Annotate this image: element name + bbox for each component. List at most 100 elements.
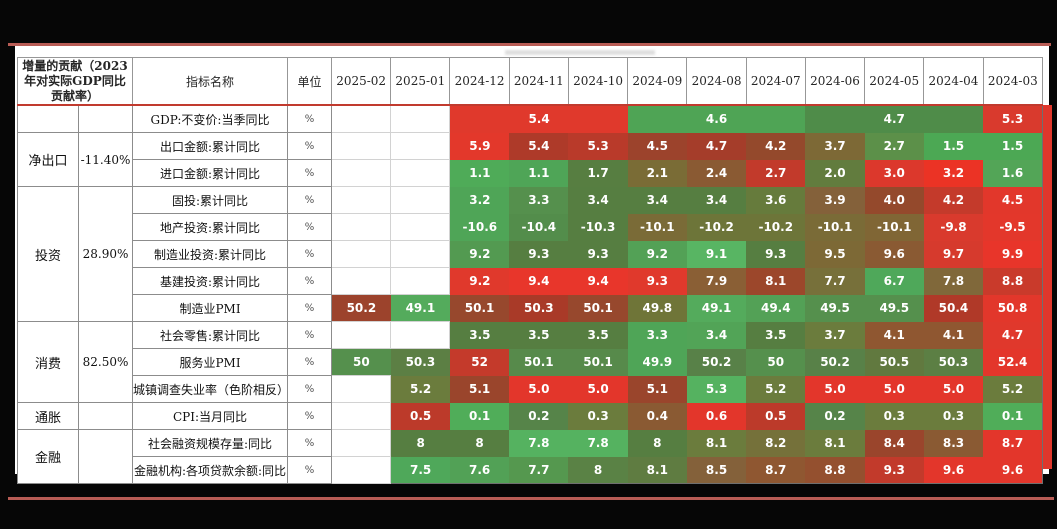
empty-cell bbox=[390, 240, 451, 268]
heatmap-cell: 9.2 bbox=[627, 240, 687, 268]
heatmap-cell: 4.5 bbox=[983, 186, 1043, 214]
indicator-name-cell: GDP:不变价:当季同比 bbox=[132, 104, 289, 133]
heatmap-cell: 0.3 bbox=[568, 402, 628, 430]
heatmap-cell: 0.3 bbox=[923, 402, 984, 430]
heatmap-cell: 8.7 bbox=[746, 456, 806, 484]
table-row: 通胀 CPI:当月同比% 0.5 0.1 0.2 0.3 0.4 0.6 0.5 0.2 0.3 0.… bbox=[17, 402, 1043, 430]
heatmap-cell: 3.3 bbox=[627, 321, 687, 349]
indicator-name-cell: 制造业投资:累计同比 bbox=[132, 240, 289, 268]
contribution-cell: 82.50% bbox=[77, 321, 134, 403]
heatmap-cell: 50.1 bbox=[449, 294, 510, 322]
heatmap-cell: 8.1 bbox=[686, 429, 747, 457]
heatmap-cell: 0.2 bbox=[805, 402, 865, 430]
heatmap-cell: 9.3 bbox=[568, 240, 628, 268]
table-row: 消费 82.50% 社会零售:累计同比% 3.5 3.5 3.5 3.3 3.4 3.5 3.7 4… bbox=[17, 321, 1043, 403]
heatmap-cell: 50.1 bbox=[568, 348, 628, 376]
heatmap-cell: 50.2 bbox=[686, 348, 747, 376]
empty-cell bbox=[331, 104, 392, 133]
heatmap-cell: 9.5 bbox=[805, 240, 865, 268]
table-header: 增量的贡献（2023年对实际GDP同比贡献率） 指标名称 单位 2025-02 2025… bbox=[16, 57, 1044, 106]
heatmap-cell: 5.0 bbox=[805, 375, 865, 403]
heatmap-cell: 50 bbox=[331, 348, 391, 376]
heatmap-cell: 0.4 bbox=[627, 402, 687, 430]
heatmap-cell: 7.8 bbox=[923, 267, 984, 295]
empty-cell bbox=[331, 267, 392, 295]
heatmap-table: 增量的贡献（2023年对实际GDP同比贡献率） 指标名称 单位 2025-02 2025… bbox=[16, 57, 1044, 484]
unit-cell: % bbox=[287, 213, 333, 241]
heatmap-cell: -10.4 bbox=[509, 213, 569, 241]
table-row: 净出口 -11.40% 出口金额:累计同比% 5.9 5.4 5.3 4.5 4.7 4.2 3.… bbox=[17, 132, 1043, 187]
unit-cell: % bbox=[287, 132, 333, 160]
unit-cell: % bbox=[287, 240, 333, 268]
table-body: GDP:不变价:当季同比% 5.4 4.6 4.7 5.3 净出口 -11.40% 出口金额:… bbox=[17, 104, 1043, 484]
header-contribution-label: 增量的贡献（2023年对实际GDP同比贡献率） bbox=[16, 57, 134, 106]
heatmap-cell: 50.4 bbox=[923, 294, 984, 322]
heatmap-cell: 8 bbox=[568, 456, 628, 484]
unit-cell: % bbox=[287, 429, 333, 457]
empty-cell bbox=[331, 402, 392, 430]
category-cell: 投资 bbox=[17, 186, 79, 322]
unit-cell: % bbox=[287, 294, 333, 322]
heatmap-cell: 1.7 bbox=[568, 159, 628, 187]
heatmap-cell: 50.2 bbox=[805, 348, 865, 376]
column-header-month: 2024-12 bbox=[449, 57, 510, 106]
heatmap-cell: 5.0 bbox=[864, 375, 924, 403]
indicator-name-cell: 进口金额:累计同比 bbox=[132, 159, 289, 187]
table-row: 基建投资:累计同比% 9.2 9.4 9.4 9.3 7.9 8.1 7.7 6.7 7.8 8.8 bbox=[18, 267, 1043, 295]
heatmap-cell: 0.3 bbox=[864, 402, 924, 430]
heatmap-cell: 9.4 bbox=[568, 267, 628, 295]
heatmap-cell: 52 bbox=[449, 348, 510, 376]
column-header-month: 2024-03 bbox=[982, 57, 1044, 106]
heatmap-cell: 0.1 bbox=[983, 402, 1043, 430]
empty-cell bbox=[331, 132, 392, 160]
heatmap-cell: 7.8 bbox=[509, 429, 569, 457]
heatmap-cell: 7.7 bbox=[509, 456, 569, 484]
empty-cell bbox=[331, 240, 392, 268]
heatmap-cell: 8.2 bbox=[746, 429, 806, 457]
heatmap-cell: 1.5 bbox=[923, 132, 984, 160]
heatmap-cell: 4.7 bbox=[805, 105, 984, 133]
column-header-month: 2024-08 bbox=[686, 57, 747, 106]
heatmap-cell: 8.1 bbox=[746, 267, 806, 295]
contribution-cell bbox=[77, 104, 134, 133]
indicator-name-cell: 基建投资:累计同比 bbox=[132, 267, 289, 295]
category-cell: 消费 bbox=[17, 321, 79, 403]
heatmap-cell: 50.3 bbox=[390, 348, 450, 376]
unit-cell: % bbox=[287, 321, 333, 349]
empty-cell bbox=[390, 104, 451, 133]
header-indicator-label: 指标名称 bbox=[132, 57, 289, 106]
heatmap-cell: 49.1 bbox=[390, 294, 450, 322]
heatmap-cell: 2.4 bbox=[686, 159, 747, 187]
heatmap-cell: 3.5 bbox=[568, 321, 628, 349]
indicator-name-cell: CPI:当月同比 bbox=[132, 402, 289, 430]
heatmap-cell: 0.5 bbox=[746, 402, 806, 430]
top-accent-line bbox=[8, 43, 1051, 46]
heatmap-cell: 4.7 bbox=[983, 321, 1043, 349]
heatmap-cell: 9.3 bbox=[627, 267, 687, 295]
heatmap-cell: 52.4 bbox=[983, 348, 1043, 376]
heatmap-cell: 5.0 bbox=[568, 375, 628, 403]
heatmap-cell: 4.2 bbox=[923, 186, 984, 214]
empty-cell bbox=[390, 213, 451, 241]
header-row: 增量的贡献（2023年对实际GDP同比贡献率） 指标名称 单位 2025-02 2025… bbox=[16, 57, 1044, 106]
heatmap-cell: 9.7 bbox=[923, 240, 984, 268]
table-row: 服务业PMI% 50 50.3 52 50.1 50.1 49.9 50.2 50 50.2 50.… bbox=[18, 348, 1043, 376]
column-header-month: 2024-10 bbox=[567, 57, 629, 106]
heatmap-cell: 5.3 bbox=[686, 375, 747, 403]
heatmap-cell: 5.2 bbox=[390, 375, 450, 403]
table-row: 金融机构:各项贷款余额:同比% 7.5 7.6 7.7 8 8.1 8.5 8.7 8.8 9.3… bbox=[18, 456, 1043, 484]
heatmap-cell: 8.5 bbox=[686, 456, 747, 484]
heatmap-cell: 3.4 bbox=[686, 186, 747, 214]
table-row: 金融 社会融资规模存量:同比% 8 8 7.8 7.8 8 8.1 8.2 8.1 8.4 8.3 8.… bbox=[17, 429, 1043, 484]
heatmap-cell: 7.9 bbox=[686, 267, 747, 295]
empty-cell bbox=[331, 321, 392, 349]
heatmap-cell: 3.7 bbox=[805, 132, 865, 160]
contribution-cell bbox=[77, 402, 134, 430]
heatmap-cell: -10.2 bbox=[746, 213, 806, 241]
heatmap-cell: 3.4 bbox=[568, 186, 628, 214]
heatmap-cell: 7.8 bbox=[568, 429, 628, 457]
unit-cell: % bbox=[287, 104, 333, 133]
indicator-name-cell: 社会融资规模存量:同比 bbox=[132, 429, 289, 457]
empty-cell bbox=[390, 132, 451, 160]
heatmap-cell: 8.7 bbox=[983, 429, 1043, 457]
